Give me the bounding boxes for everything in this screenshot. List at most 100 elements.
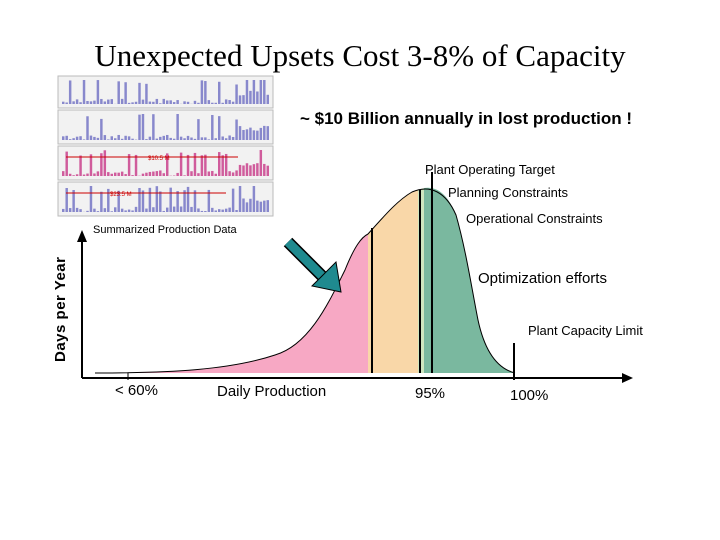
thumbnail-bar — [186, 186, 190, 212]
thumbnail-bar — [62, 171, 65, 176]
thumbnail-bar — [124, 82, 127, 104]
thumbnail-bar — [221, 209, 224, 212]
thumbnail-chart-2 — [57, 109, 274, 145]
thumbnail-bar — [72, 101, 75, 104]
thumbnail-bar — [89, 154, 93, 176]
region-peach — [368, 190, 418, 373]
thumbnail-bar — [249, 198, 252, 212]
thumbnail-bar — [252, 80, 256, 104]
thumbnail-bar — [224, 99, 228, 104]
thumbnail-bar — [242, 129, 245, 140]
thumbnail-bar — [141, 114, 145, 140]
thumbnail-chart-3: $10.5 M — [57, 145, 274, 181]
thumbnail-bar — [117, 172, 120, 176]
x-label-below-60: < 60% — [115, 382, 158, 399]
thumbnail-bar — [245, 202, 249, 212]
thumbnail-bar — [197, 102, 200, 104]
thumbnail-bar — [100, 118, 103, 140]
thumbnail-bar — [131, 175, 134, 176]
thumbnail-bar — [183, 138, 186, 140]
thumbnail-bar — [176, 114, 179, 140]
thumbnail-bar — [79, 155, 82, 176]
label-operational-constraints: Operational Constraints — [466, 211, 603, 226]
label-optimization-efforts: Optimization efforts — [478, 270, 607, 287]
thumbnail-bar — [204, 154, 207, 176]
thumbnail-value-1: $10.5 M — [148, 156, 170, 162]
thumbnail-bar — [172, 102, 176, 104]
thumbnail-bar — [138, 82, 141, 104]
thumbnail-bar — [249, 127, 252, 140]
thumbnail-bars-3 — [62, 150, 269, 176]
thumbnail-bar — [162, 135, 165, 140]
label-planning-constraints: Planning Constraints — [448, 185, 568, 200]
thumbnail-bar — [127, 209, 131, 212]
thumbnail-bar — [228, 207, 231, 212]
thumbnail-bar — [214, 173, 217, 176]
thumbnail-bar — [96, 80, 100, 104]
thumbnail-bar — [75, 136, 79, 140]
thumbnail-bar — [82, 139, 86, 140]
thumbnail-bar — [242, 198, 245, 212]
thumbnail-bar — [145, 139, 148, 140]
thumbnail-bar — [86, 116, 89, 140]
thumbnail-bar — [169, 100, 172, 104]
label-plant-operating-target: Plant Operating Target — [425, 162, 555, 177]
thumbnail-value-2: $23.5 M — [110, 192, 132, 198]
thumbnail-bar — [231, 136, 235, 140]
thumbnail-bar — [211, 207, 214, 212]
thumbnail-bar — [221, 102, 224, 104]
thumbnail-bar — [127, 154, 131, 176]
thumbnail-bar — [204, 81, 207, 104]
thumbnail-bar — [96, 137, 100, 140]
thumbnail-bar — [114, 138, 117, 140]
thumbnail-bar — [124, 210, 127, 212]
thumbnail-bar — [93, 100, 96, 104]
thumbnail-bar — [127, 102, 131, 104]
thumbnail-bar — [93, 208, 96, 212]
thumbnail-bar — [134, 154, 138, 176]
thumbnail-bar — [134, 101, 138, 104]
thumbnail-bar — [75, 99, 79, 104]
thumbnail-bar — [120, 208, 124, 212]
thumbnail-bar — [166, 134, 169, 140]
thumbnail-bars-2 — [62, 114, 269, 140]
thumbnail-bar — [110, 211, 113, 212]
thumbnail-bar — [65, 102, 68, 104]
thumbnail-bar — [176, 172, 179, 176]
thumbnail-bar — [245, 163, 249, 176]
thumbnail-bar — [224, 153, 228, 176]
thumbnail-bars-4 — [62, 186, 269, 212]
thumbnail-bar — [176, 191, 179, 212]
thumbnail-bar — [103, 150, 107, 176]
thumbnail-bar — [238, 126, 242, 140]
thumbnail-bar — [72, 138, 75, 140]
thumbnail-bar — [82, 80, 86, 104]
thumbnail-bar — [117, 190, 120, 212]
thumbnail-bar — [145, 172, 148, 176]
thumbnail-bar — [152, 207, 155, 212]
thumbnail-bar — [256, 163, 259, 176]
thumbnail-bar — [263, 80, 266, 104]
thumbnail-bar — [110, 136, 113, 140]
thumbnail-bar — [131, 102, 134, 104]
y-axis-label: Days per Year — [52, 256, 69, 362]
thumbnail-bar — [100, 98, 103, 104]
thumbnail-bar — [207, 171, 211, 176]
thumbnail-bar — [79, 102, 82, 104]
thumbnail-bar — [221, 155, 224, 176]
thumbnail-bar — [256, 91, 259, 104]
thumbnail-bar — [235, 119, 238, 140]
thumbnail-bar — [197, 119, 200, 140]
thumbnail-bar — [120, 138, 124, 140]
thumbnail-bar — [159, 191, 162, 212]
thumbnail-bar — [193, 100, 197, 104]
thumbnail-bar — [138, 187, 141, 212]
thumbnail-bar — [120, 171, 124, 176]
thumbnail-bar — [127, 136, 131, 140]
thumbnail-bar — [62, 136, 65, 140]
thumbnail-bar — [231, 172, 235, 176]
thumbnail-bar — [134, 206, 138, 212]
thumbnail-bar — [207, 189, 211, 212]
thumbnail-bar — [259, 127, 263, 140]
thumbnail-bar — [159, 170, 162, 176]
